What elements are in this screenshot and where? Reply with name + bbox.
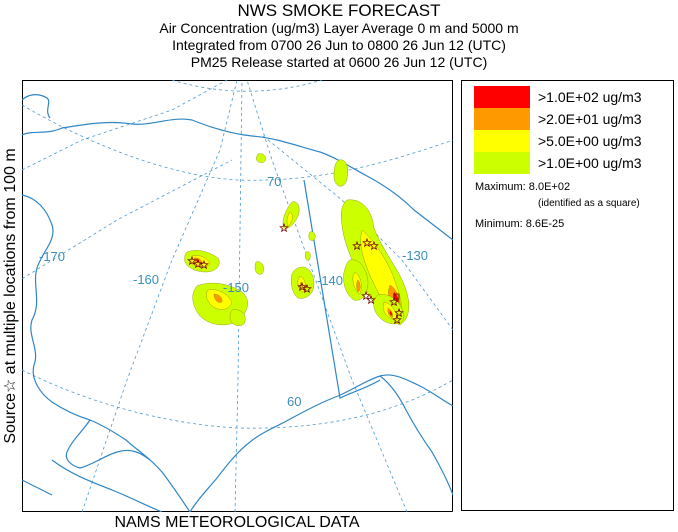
legend-item: >5.0E+00 ug/m3 [474,130,669,152]
source-star [362,237,372,248]
legend-item: >2.0E+01 ug/m3 [474,108,669,130]
parallel-80 [171,80,323,92]
plume-west-blob-l4 [254,261,264,275]
footer-meteorological-data: NAMS METEOROLOGICAL DATA [114,514,360,531]
subtitle-release: PM25 Release started at 0600 26 Jun 12 (… [190,54,488,70]
plume-south-west-l2 [213,293,223,303]
meridian-140 [246,80,408,512]
source-star [361,290,371,301]
smoke-map[interactable]: -170 -160 -150 -140 -130 70 60 [22,80,453,512]
source-star [187,255,197,266]
meridian-160 [81,80,238,512]
source-markers [187,222,404,325]
source-star [297,281,307,292]
parallel-60 [22,369,453,429]
coast-aleutians [22,459,163,512]
parallel-70 [22,104,453,181]
source-side-label: Source☆ at multiple locations from 100 m [2,148,19,444]
plume-central-east [291,251,315,299]
plume-east-mid [343,259,369,301]
plume-north-small [282,201,300,229]
source-star [193,258,203,269]
source-star [352,240,362,251]
source-star [389,296,399,307]
maximum-square [393,293,400,300]
subtitle-concentration: Air Concentration (ug/m3) Layer Average … [159,20,519,36]
plume-blob-mid-l4 [308,231,316,241]
coast-se-panhandle [379,375,453,496]
legend-label: >1.0E+00 ug/m3 [538,155,642,171]
plume-south-west [192,282,248,326]
legend-label: >1.0E+02 ug/m3 [538,89,642,105]
source-star [369,240,379,251]
source-star [279,222,289,233]
graticule [22,80,453,512]
source-star [392,314,402,325]
lon-label-150: -150 [223,280,249,295]
maximum-note: (identified as a square) [538,198,640,209]
smoke-plumes [184,153,410,326]
subtitle-integration: Integrated from 0700 26 Jun to 0800 26 J… [172,37,506,53]
border-canada [303,179,381,399]
coast-north [22,118,453,241]
legend-label: >2.0E+01 ug/m3 [538,111,642,127]
legend-swatch [474,86,530,108]
source-star [366,294,376,305]
meridian-180 [22,80,228,171]
minimum-value: Minimum: 8.6E-25 [475,218,565,230]
lon-label-170: -170 [39,249,65,264]
plume-far-north [256,153,348,241]
legend-swatch [474,152,530,174]
legend-item: >1.0E+00 ug/m3 [474,152,669,174]
coastlines [22,94,453,512]
legend-item: >1.0E+02 ug/m3 [474,86,669,108]
maximum-value: Maximum: 8.0E+02 [475,181,571,193]
plume-southeast-l1 [389,310,393,317]
meridian-130 [261,134,453,331]
source-star [302,283,312,294]
legend-label: >5.0E+00 ug/m3 [538,133,642,149]
side-label-container: Source☆ at multiple locations from 100 m [0,80,23,512]
legend: >1.0E+02 ug/m3 >2.0E+01 ug/m3 >5.0E+00 u… [461,80,674,511]
lon-label-160: -160 [133,272,159,287]
plume-east-mid-l2 [356,279,361,293]
lon-label-140: -140 [317,273,343,288]
legend-swatch [474,130,530,152]
lat-label-70: 70 [267,174,281,189]
page-title: NWS SMOKE FORECAST [237,1,441,20]
lat-label-60: 60 [287,394,301,409]
source-star [394,307,404,318]
plume-blob-north-l4 [333,159,348,187]
plume-far-north-l4 [256,153,266,163]
plume-north-small-l3 [286,211,293,227]
plume-central-east-small-l4 [305,251,311,261]
meridian-150 [234,80,243,512]
coast-west [22,194,191,512]
coast-bristol [65,419,151,469]
plume-south-west-b-l4 [229,309,246,326]
coast-siberia [22,94,51,119]
lon-label-130: -130 [402,248,428,263]
coast-gulf [189,374,453,512]
source-star [199,259,209,270]
legend-swatch [474,108,530,130]
